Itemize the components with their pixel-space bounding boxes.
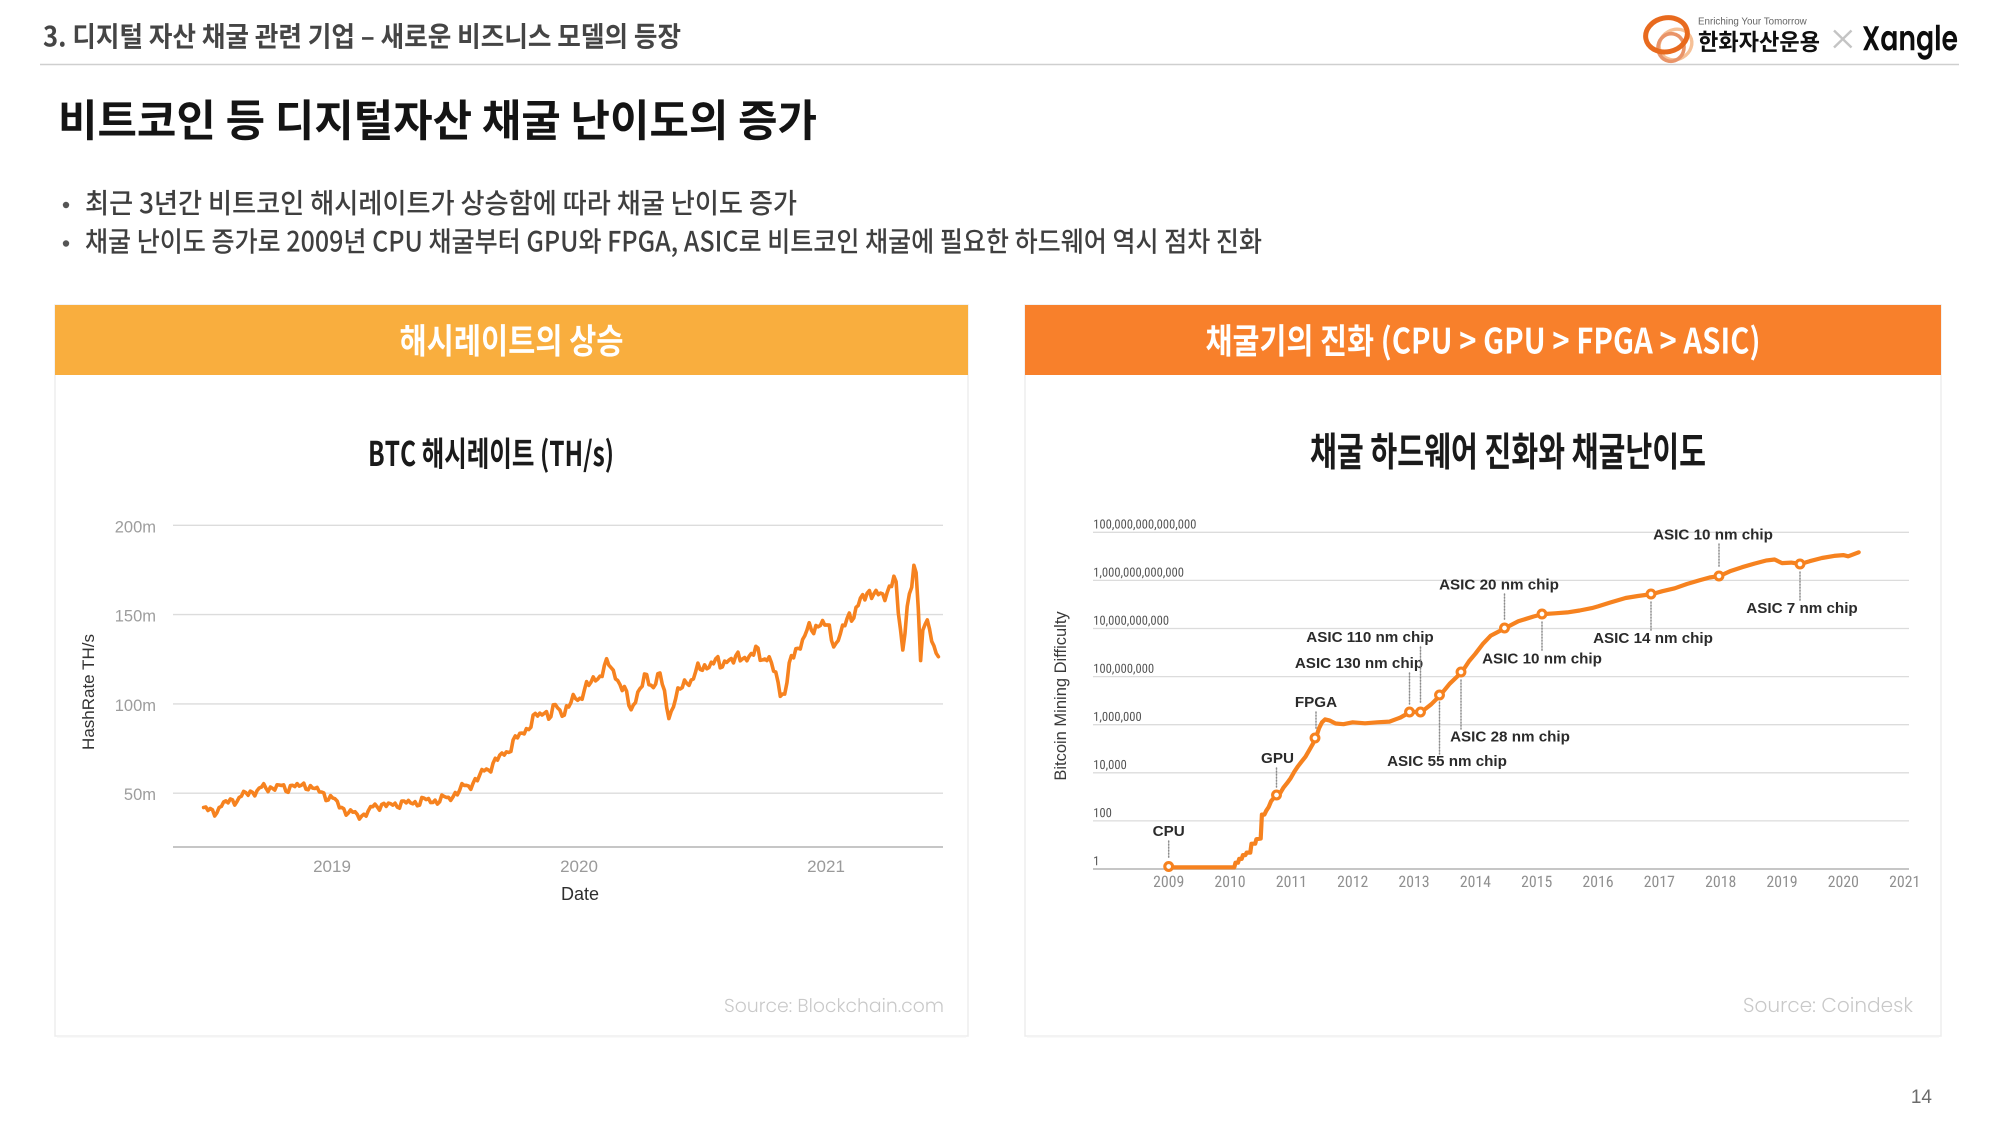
svg-text:2021: 2021 [807,857,845,876]
svg-text:HashRate TH/s: HashRate TH/s [79,634,98,750]
svg-text:100m: 100m [115,697,156,715]
svg-text:2020: 2020 [560,857,598,876]
svg-text:FPGA: FPGA [1295,694,1337,711]
svg-text:ASIC 28 nm chip: ASIC 28 nm chip [1450,729,1570,746]
svg-text:ASIC 10 nm chip: ASIC 10 nm chip [1653,527,1773,544]
svg-text:ASIC 130 nm chip: ASIC 130 nm chip [1295,655,1423,672]
svg-text:200m: 200m [115,518,156,536]
svg-text:ASIC 20 nm chip: ASIC 20 nm chip [1439,577,1559,594]
svg-text:Bitcoin Mining Difficulty: Bitcoin Mining Difficulty [1052,611,1070,781]
svg-text:ASIC 7 nm chip: ASIC 7 nm chip [1746,600,1857,617]
svg-text:Date: Date [561,884,599,904]
svg-text:50m: 50m [124,786,156,804]
svg-text:2019: 2019 [313,857,351,876]
svg-text:GPU: GPU [1261,750,1294,767]
svg-text:ASIC 14 nm chip: ASIC 14 nm chip [1593,630,1713,647]
svg-text:Enriching Your Tomorrow: Enriching Your Tomorrow [1698,17,1808,28]
svg-text:ASIC 110 nm chip: ASIC 110 nm chip [1306,629,1433,646]
svg-text:ASIC 10 nm chip: ASIC 10 nm chip [1482,651,1602,668]
svg-text:CPU: CPU [1153,823,1185,840]
svg-text:150m: 150m [115,608,156,626]
svg-text:ASIC 55 nm chip: ASIC 55 nm chip [1387,753,1507,770]
svg-text:14: 14 [1911,1087,1933,1108]
